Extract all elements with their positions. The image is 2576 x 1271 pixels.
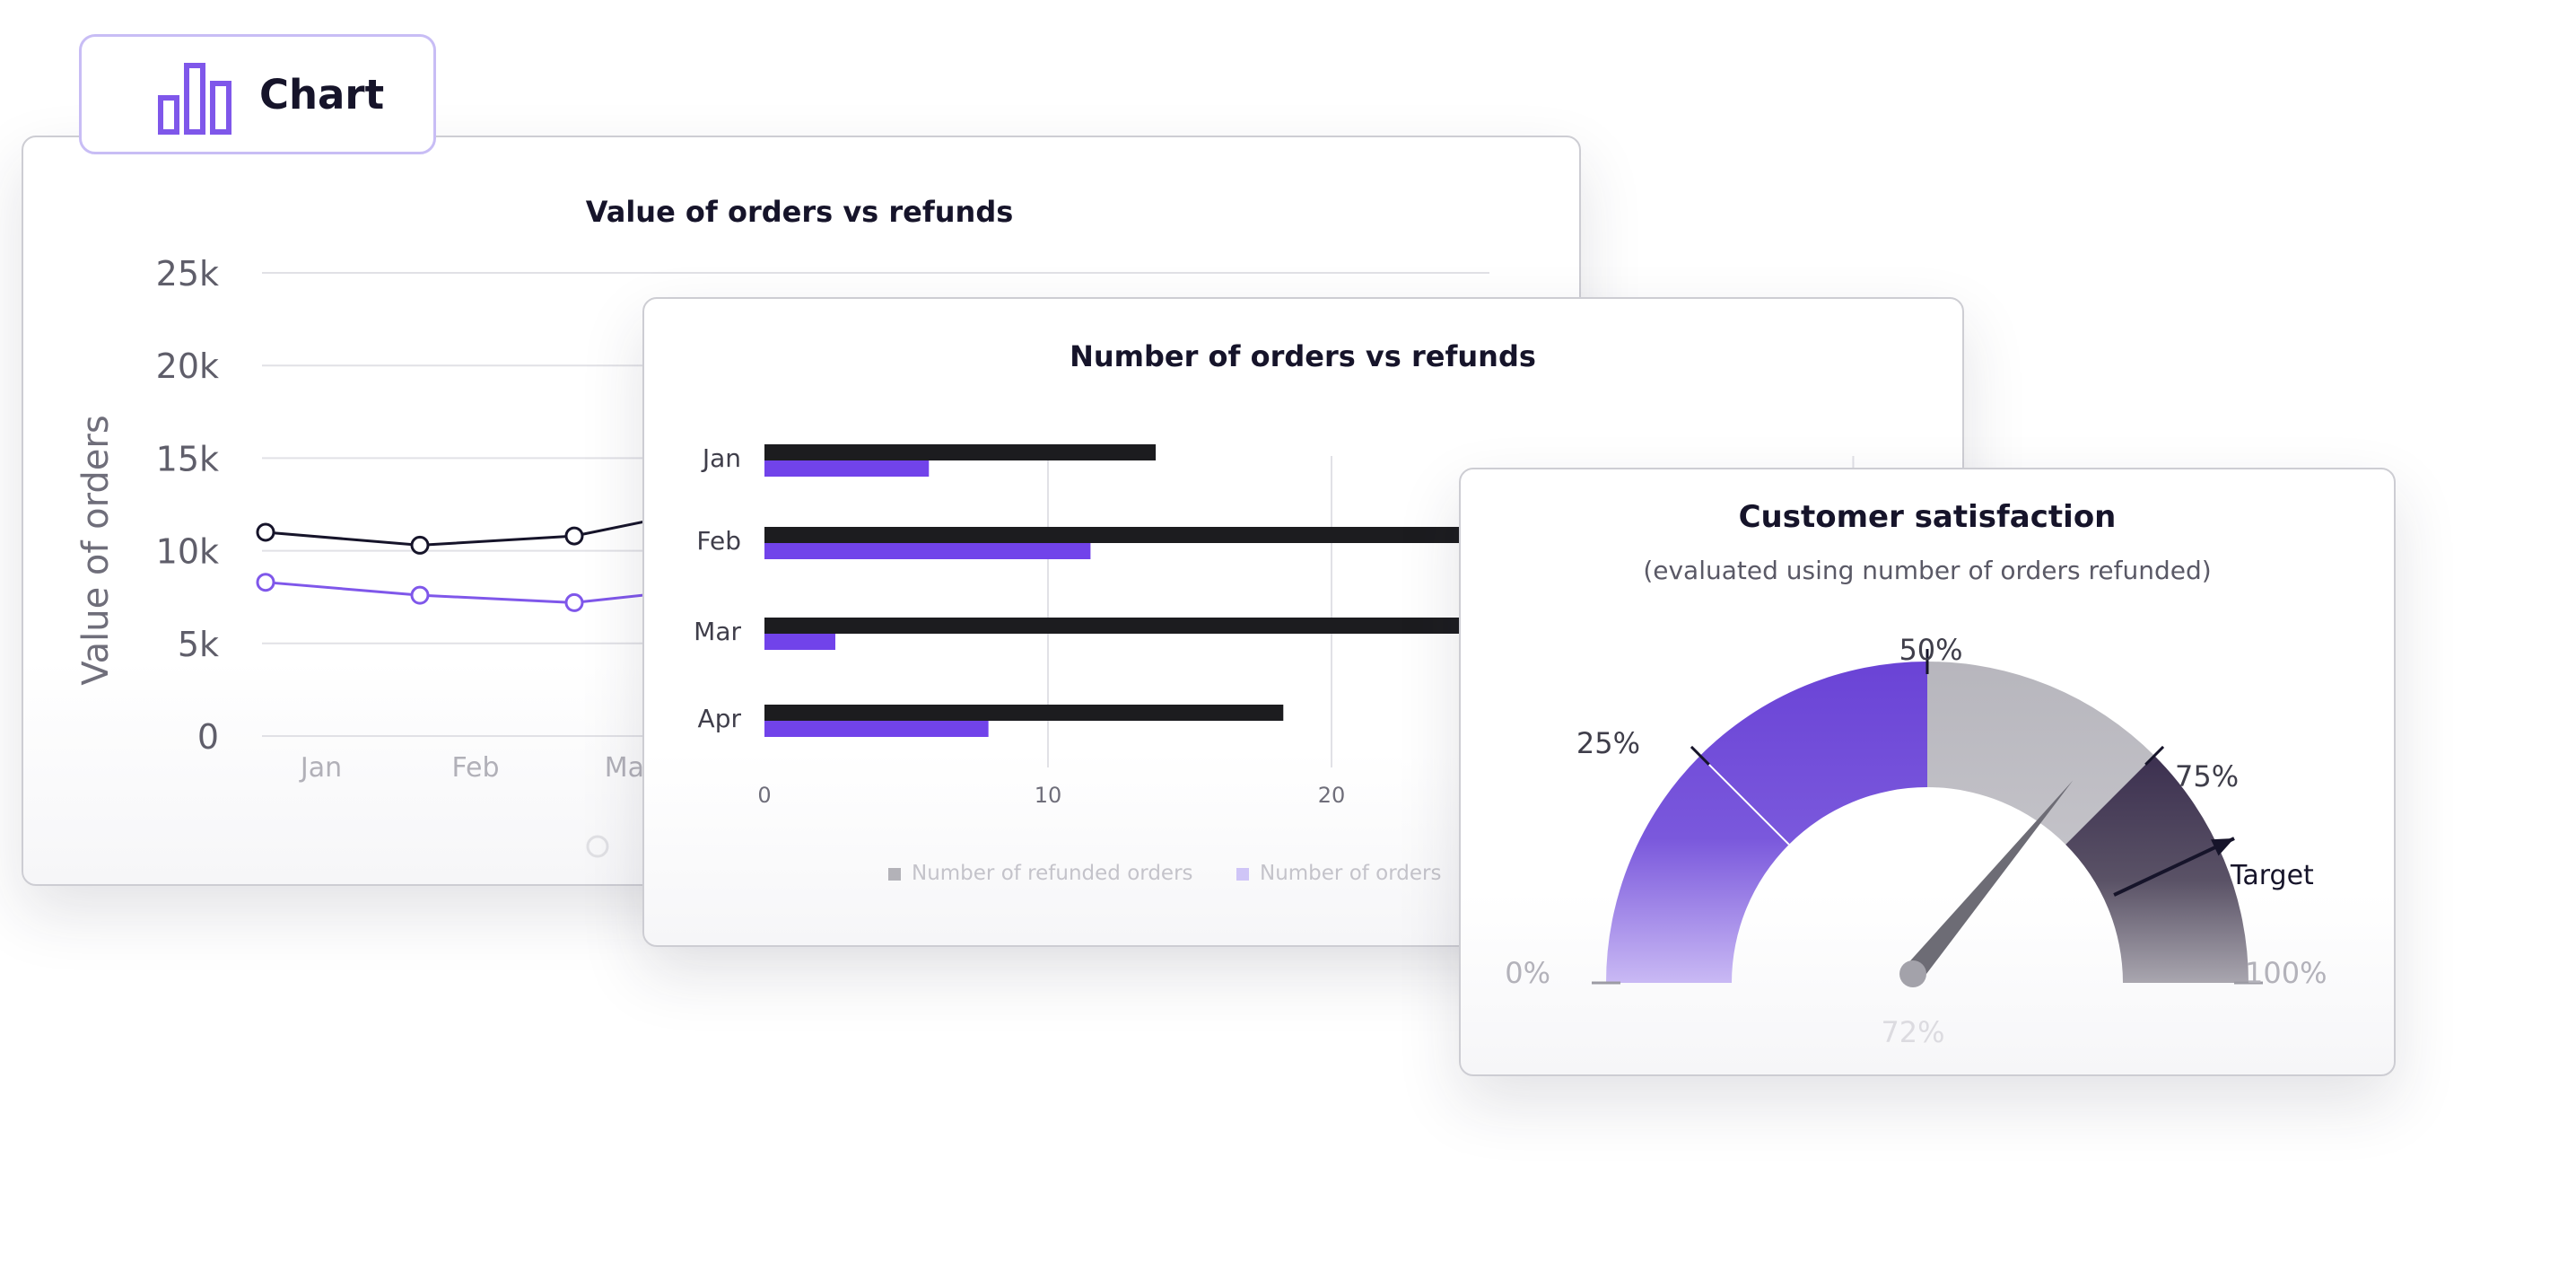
bar-chart: Number of orders vs refunds 0 10 20 Jan Feb… [694,339,1855,885]
line-x-tick-label: Jan [299,752,342,784]
line-x-tick-label: Feb [451,752,499,784]
gauge-target-label: Target [2230,860,2314,891]
legend-label[interactable]: Number of refunded orders [912,862,1193,885]
bar-x-tick-label: 0 [757,783,771,808]
gauge-tick [1690,745,1710,766]
bar-category-label: Apr [698,704,742,733]
gauge-target-line [2113,837,2235,897]
line-chart-title: Value of orders vs refunds [586,195,1014,229]
bar-refunded-orders[interactable] [764,618,1615,634]
gauge-tick [2144,745,2165,766]
bar-category-label: Feb [696,526,741,556]
line-y-tick-label: 0 [197,717,219,757]
gauge-max-label: 100% [2245,956,2327,990]
legend-swatch [888,868,901,881]
gauge-needle [1904,780,2074,981]
gauge-title: Customer satisfaction [1739,499,2117,535]
bar-orders[interactable] [764,634,835,650]
line-y-tick-label: 25k [156,254,219,294]
bar-refunded-orders[interactable] [764,527,1615,543]
legend-label[interactable]: Number of orders [1260,862,1442,885]
legend-swatch [1236,868,1249,881]
gauge-tick-label-75: 75% [2175,759,2239,793]
line-y-tick-label: 10k [156,532,219,572]
bar-orders[interactable] [764,543,1091,559]
line-point[interactable] [256,573,275,592]
gauge-min-label: 0% [1505,956,1550,990]
badge-label: Chart [259,71,385,118]
bar-refunded-orders[interactable] [764,705,1284,721]
bar-orders[interactable] [764,460,930,477]
gauge-needle-hub [1899,960,1926,987]
bar-category-label: Mar [694,617,741,646]
line-chart-y-axis-label: Value of orders [75,415,117,685]
line-y-tick-label: 20k [156,346,219,386]
line-y-tick-label: 15k [156,439,219,478]
gauge-tick-label-25: 25% [1576,726,1640,760]
carousel-dot[interactable] [586,835,609,858]
bar-category-label: Jan [701,443,741,473]
bar-chart-title: Number of orders vs refunds [1070,339,1536,373]
bar-x-tick-label: 20 [1318,783,1346,808]
gauge-band-3 [2065,755,2249,983]
line-point[interactable] [410,585,430,605]
gauge-chart: Customer satisfaction (evaluated using n… [1505,499,2327,1049]
gauge-subtitle: (evaluated using number of orders refund… [1643,556,2211,585]
gauge-value-label: 72% [1881,1015,1944,1049]
chart-badge[interactable]: Chart [79,34,436,154]
line-point[interactable] [564,592,584,612]
line-point[interactable] [410,535,430,555]
gauge-band-2 [1927,662,2155,845]
bar-orders[interactable] [764,721,989,737]
line-point[interactable] [564,526,584,546]
gauge-card: Customer satisfaction (evaluated using n… [1459,468,2396,1076]
bar-chart-icon [158,63,231,135]
gauge-target-marker [2211,838,2235,856]
gauge-tick-label-50: 50% [1899,633,1962,667]
bar-refunded-orders[interactable] [764,444,1157,460]
line-point[interactable] [256,522,275,542]
bar-x-tick-label: 10 [1035,783,1062,808]
line-y-tick-label: 5k [178,625,219,664]
gauge-divider [1699,755,1790,846]
